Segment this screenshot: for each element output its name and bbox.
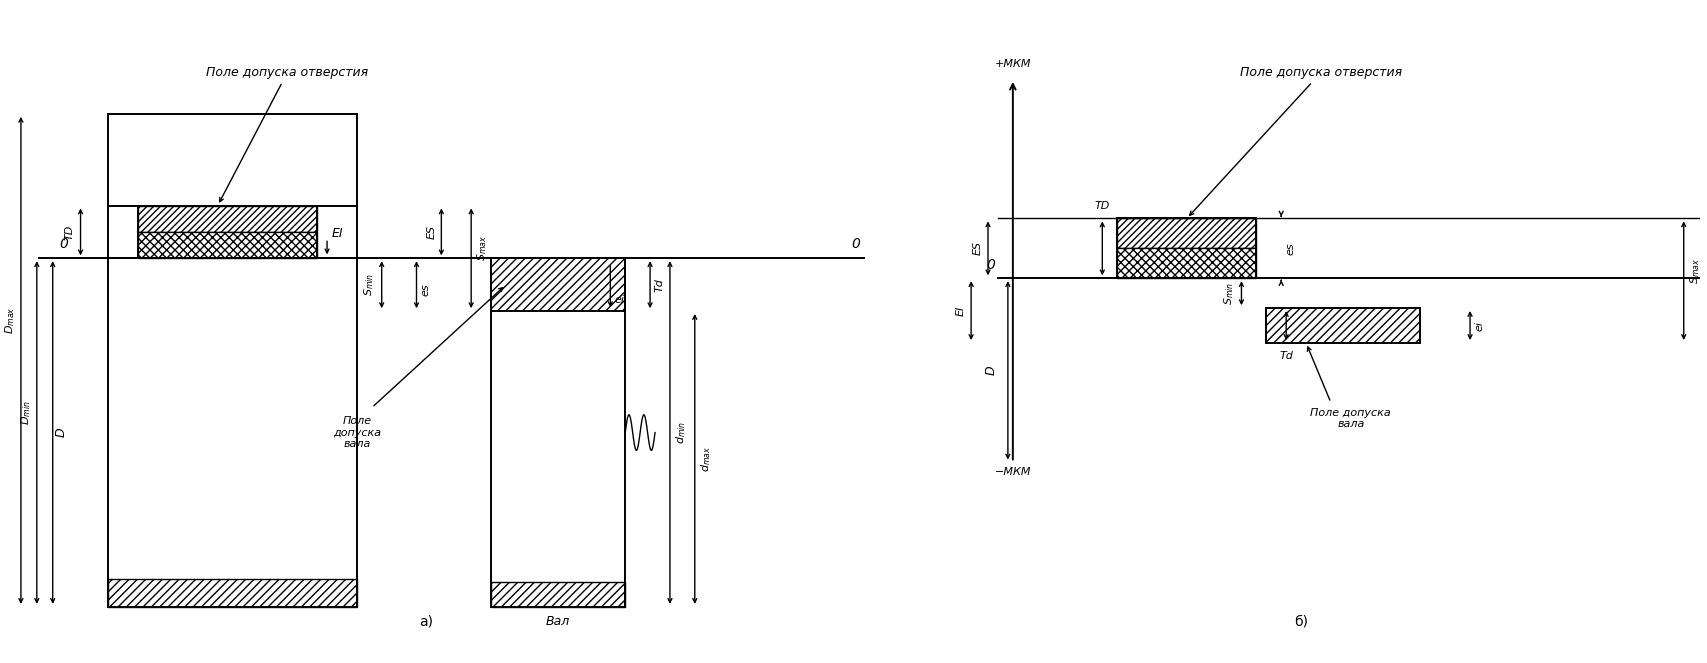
Text: Вал: Вал [546,615,570,628]
Text: EI: EI [331,227,343,240]
Bar [108,579,357,607]
Text: D: D [985,365,997,375]
Bar [1265,308,1420,343]
Text: ei: ei [615,295,625,305]
Text: TD: TD [1094,200,1110,211]
Text: ES: ES [427,225,435,239]
Bar [1116,219,1256,278]
Text: $d_{min}$: $d_{min}$ [674,421,688,444]
Text: EI: EI [956,306,966,316]
Text: es: es [420,283,430,296]
Text: Td: Td [654,278,664,292]
Bar [490,259,625,311]
Text: $S_{max}$: $S_{max}$ [475,235,488,261]
Text: а): а) [420,615,434,629]
Text: $D$: $D$ [55,427,68,438]
Text: $S_{max}$: $S_{max}$ [1687,258,1700,284]
Text: Поле допуска отверстия: Поле допуска отверстия [207,66,369,202]
Text: Поле допуска отверстия: Поле допуска отверстия [1190,66,1401,215]
Text: es: es [1284,242,1294,255]
Text: +МКМ: +МКМ [993,59,1031,69]
Text: ES: ES [973,241,983,255]
Text: Поле
допуска
вала: Поле допуска вала [333,416,381,449]
Bar [138,206,318,259]
Text: −МКМ: −МКМ [993,467,1031,477]
Bar [1116,219,1256,249]
Bar [490,582,625,607]
Text: $d_{max}$: $d_{max}$ [698,446,712,472]
Text: ei: ei [1473,320,1483,331]
Text: TD: TD [65,224,75,239]
Text: $S_{min}$: $S_{min}$ [362,273,376,296]
Text: Поле допуска
вала: Поле допуска вала [1309,408,1389,429]
Text: б): б) [1294,615,1308,629]
Text: 0: 0 [850,237,860,251]
Text: 0: 0 [987,259,995,272]
Text: $D_{max}$: $D_{max}$ [3,307,17,334]
Text: $S_{min}$: $S_{min}$ [1222,282,1236,305]
Text: $D_{min}$: $D_{min}$ [19,400,32,425]
Text: 0: 0 [60,237,68,251]
Bar [1116,249,1256,278]
Bar [138,206,318,232]
Bar [138,232,318,259]
Text: Td: Td [1279,351,1292,361]
